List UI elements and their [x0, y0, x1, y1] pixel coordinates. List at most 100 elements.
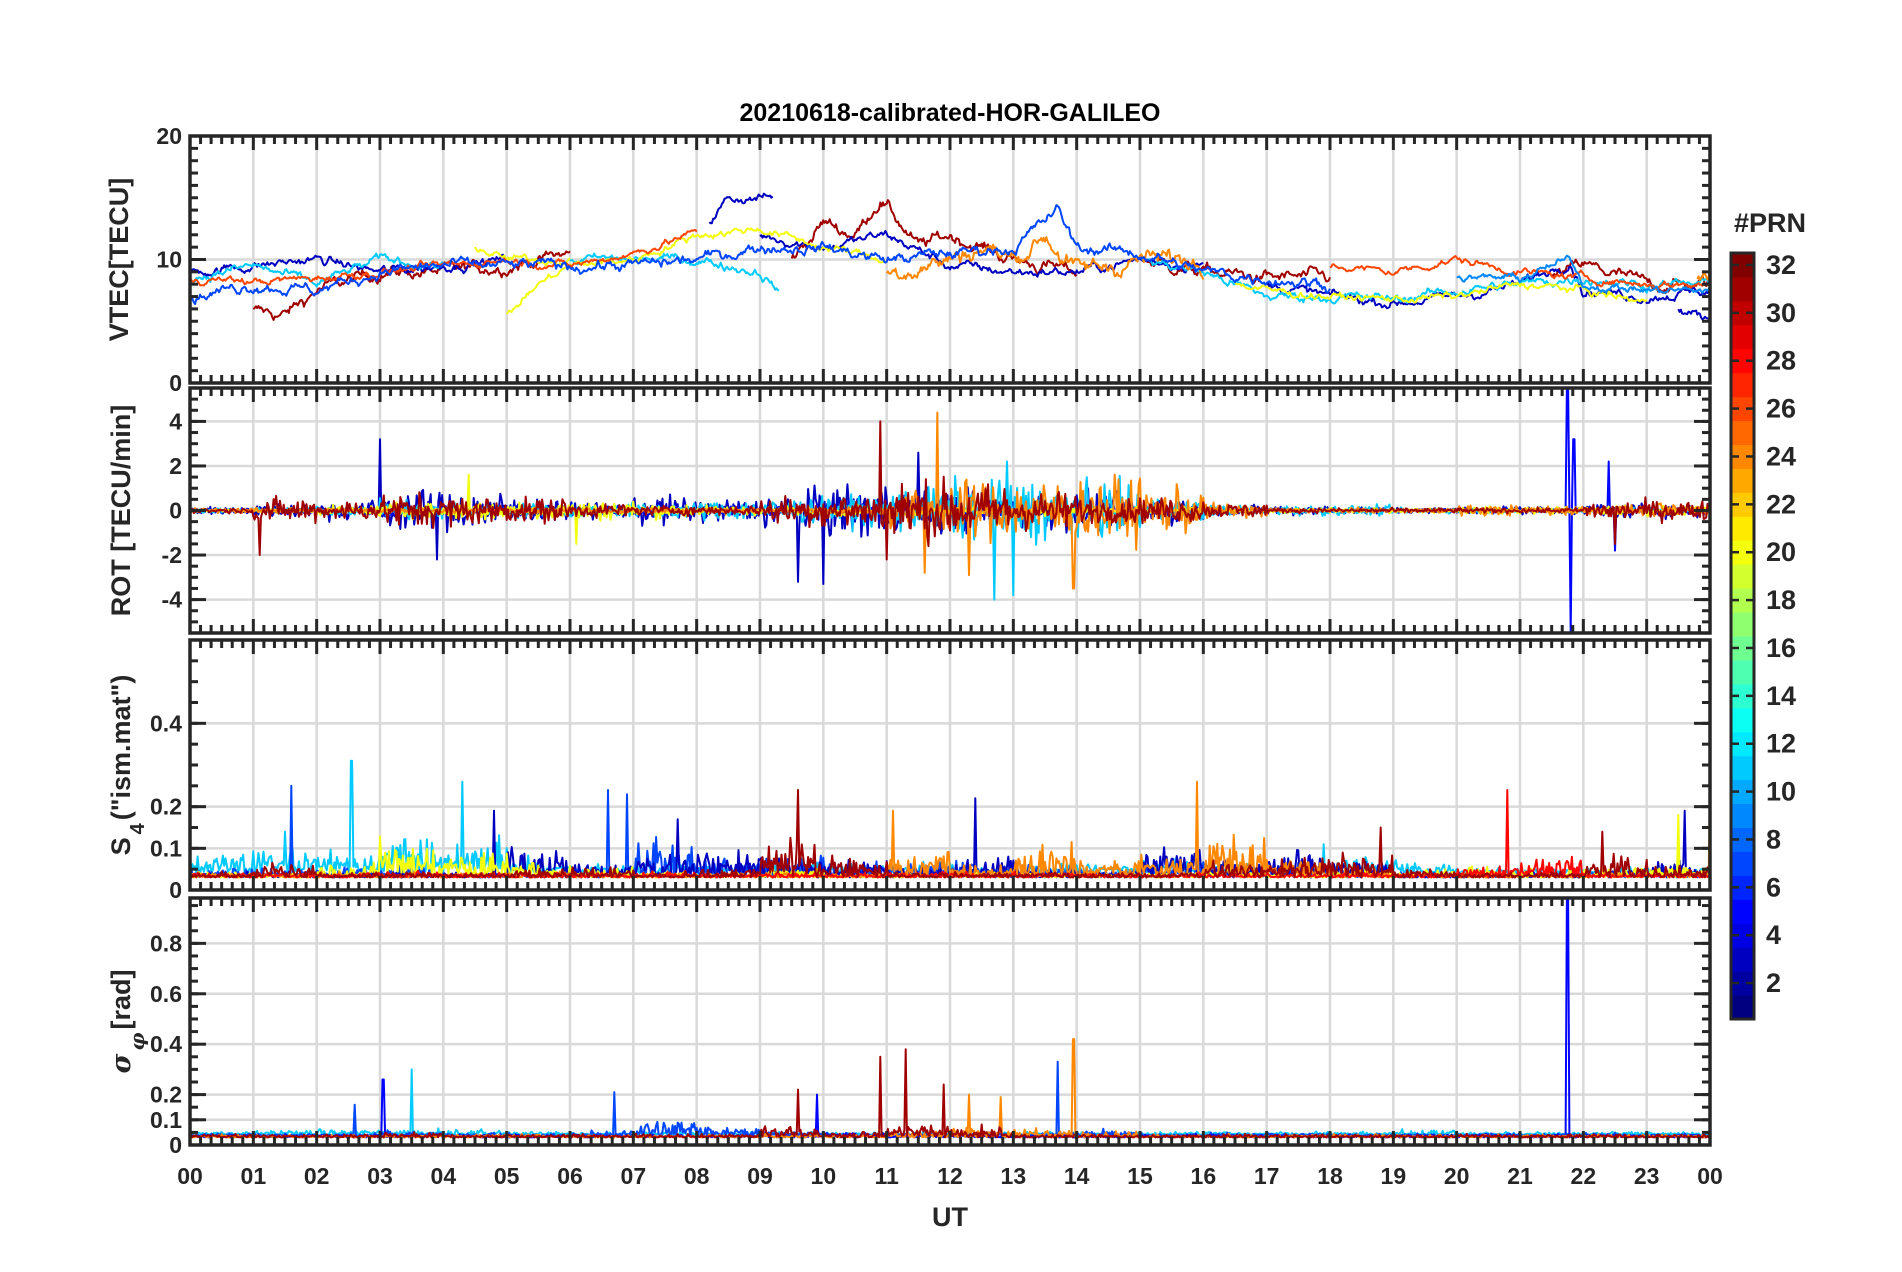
y-tick-label: 0 [169, 498, 182, 524]
colorbar-tick-label: 12 [1766, 729, 1796, 759]
colorbar-swatch [1731, 636, 1754, 661]
colorbar-tick-label: 4 [1766, 920, 1781, 950]
x-tick-label: 20 [1444, 1163, 1470, 1189]
x-tick-label: 02 [304, 1163, 330, 1189]
colorbar-tick-label: 20 [1766, 537, 1796, 567]
y-label-subscript: 4 [127, 822, 149, 834]
series-group [190, 192, 1710, 322]
x-tick-label: 03 [367, 1163, 393, 1189]
x-tick-label: 22 [1571, 1163, 1597, 1189]
x-tick-label: 00 [1697, 1163, 1723, 1189]
colorbar-swatch [1731, 971, 1754, 996]
series-prn-3 [190, 192, 1710, 322]
y-label-symbol: σ [106, 1054, 137, 1074]
y-tick-label: 0.2 [150, 794, 182, 820]
y-tick-label: 0.1 [150, 1107, 182, 1133]
colorbar-swatch [1731, 516, 1754, 541]
colorbar-swatch [1731, 755, 1754, 781]
x-tick-label: 17 [1254, 1163, 1280, 1189]
x-tick-label: 09 [747, 1163, 773, 1189]
y-tick-label: 0.4 [150, 710, 182, 736]
axes-frame [188, 638, 1712, 892]
y-tick-label: 0.6 [150, 981, 182, 1007]
x-tick-label: 21 [1507, 1163, 1533, 1189]
y-tick-label: 10 [156, 247, 182, 273]
colorbar-tick-label: 6 [1766, 872, 1781, 902]
colorbar-swatch [1731, 276, 1754, 302]
colorbar-tick-label: 2 [1766, 968, 1781, 998]
colorbar-swatch [1731, 396, 1754, 422]
x-tick-label: 18 [1317, 1163, 1343, 1189]
colorbar-swatch [1731, 683, 1754, 709]
colorbar-tick-label: 18 [1766, 585, 1796, 615]
colorbar-swatch [1731, 300, 1754, 326]
x-tick-label: 13 [1001, 1163, 1027, 1189]
panel-rot: -4 -2 0 2 4 ROT [TECU/min] [106, 386, 1712, 635]
y-label-text: VTEC[TECU] [104, 178, 134, 342]
chart-title: 20210618-calibrated-HOR-GALILEO [740, 99, 1161, 127]
y-label-text: ("ism.mat") [106, 675, 136, 821]
x-tick-label: 14 [1064, 1163, 1090, 1189]
colorbar-tick-label: 30 [1766, 298, 1796, 328]
colorbar-swatch [1731, 468, 1754, 493]
colorbar-swatch [1731, 659, 1754, 685]
axes-frame [188, 134, 1712, 385]
colorbar-swatch [1731, 540, 1754, 565]
colorbar-tick-label: 24 [1766, 441, 1796, 471]
x-tick-label: 01 [241, 1163, 267, 1189]
y-axis-label: σφ [rad] [106, 970, 149, 1074]
colorbar-swatch [1731, 348, 1754, 374]
y-tick-label: 2 [169, 453, 182, 479]
y-tick-label: -2 [162, 542, 182, 568]
colorbar-swatch [1731, 588, 1754, 613]
axes-frame [188, 386, 1712, 635]
colorbar-label: #PRN [1734, 208, 1806, 238]
x-tick-label: 16 [1191, 1163, 1217, 1189]
y-tick-label: -4 [162, 587, 183, 613]
colorbar-swatch [1731, 947, 1754, 972]
x-tick-label: 19 [1381, 1163, 1407, 1189]
colorbar-swatch [1731, 803, 1754, 828]
series-prn-31 [252, 199, 1710, 321]
x-tick-label: 10 [811, 1163, 837, 1189]
y-label-text: [rad] [106, 970, 136, 1030]
series-prn-9 [1456, 254, 1710, 295]
y-tick-label: 0.2 [150, 1082, 182, 1108]
colorbar-swatch [1731, 707, 1754, 733]
colorbar-swatch [1731, 612, 1754, 637]
colorbar-swatch [1731, 324, 1754, 350]
y-tick-label: 0.4 [150, 1031, 182, 1057]
y-axis-label: S 4 ("ism.mat") [106, 675, 149, 856]
y-tick-label: 0 [169, 877, 182, 903]
panel-s4: 0 0.1 0.2 0.4 S 4 ("ism.mat") [106, 638, 1712, 903]
colorbar-tick-label: 16 [1766, 633, 1796, 663]
series-prn-31 [190, 420, 1710, 561]
colorbar-swatch [1731, 779, 1754, 805]
colorbar-tick-label: 22 [1766, 489, 1796, 519]
colorbar-swatch [1731, 899, 1754, 924]
x-tick-label: 23 [1634, 1163, 1660, 1189]
colorbar-frame [1729, 251, 1756, 1021]
x-tick-label: 06 [557, 1163, 583, 1189]
x-axis-label: UT [932, 1202, 968, 1232]
x-tick-label: 07 [621, 1163, 647, 1189]
x-tick-label: 11 [875, 1163, 900, 1189]
x-tick-label: 00 [177, 1163, 203, 1189]
y-tick-label: 0 [169, 370, 182, 396]
colorbar-swatch [1731, 875, 1754, 900]
y-label-subscript: φ [125, 1032, 149, 1050]
x-tick-label: 05 [494, 1163, 520, 1189]
colorbar-tick-label: 8 [1766, 824, 1781, 854]
y-axis-label: ROT [TECU/min] [106, 405, 136, 616]
panel-vtec: 0 10 20 VTEC[TECU] [104, 123, 1712, 396]
colorbar-swatch [1731, 851, 1754, 876]
colorbar-swatch [1731, 564, 1754, 589]
colorbar-tick-label: 10 [1766, 777, 1796, 807]
colorbar-swatch [1731, 923, 1754, 948]
y-label-text: ROT [TECU/min] [106, 405, 136, 616]
y-tick-label: 0.1 [150, 835, 182, 861]
y-tick-label: 0.8 [150, 930, 182, 956]
y-tick-label: 4 [169, 408, 182, 434]
